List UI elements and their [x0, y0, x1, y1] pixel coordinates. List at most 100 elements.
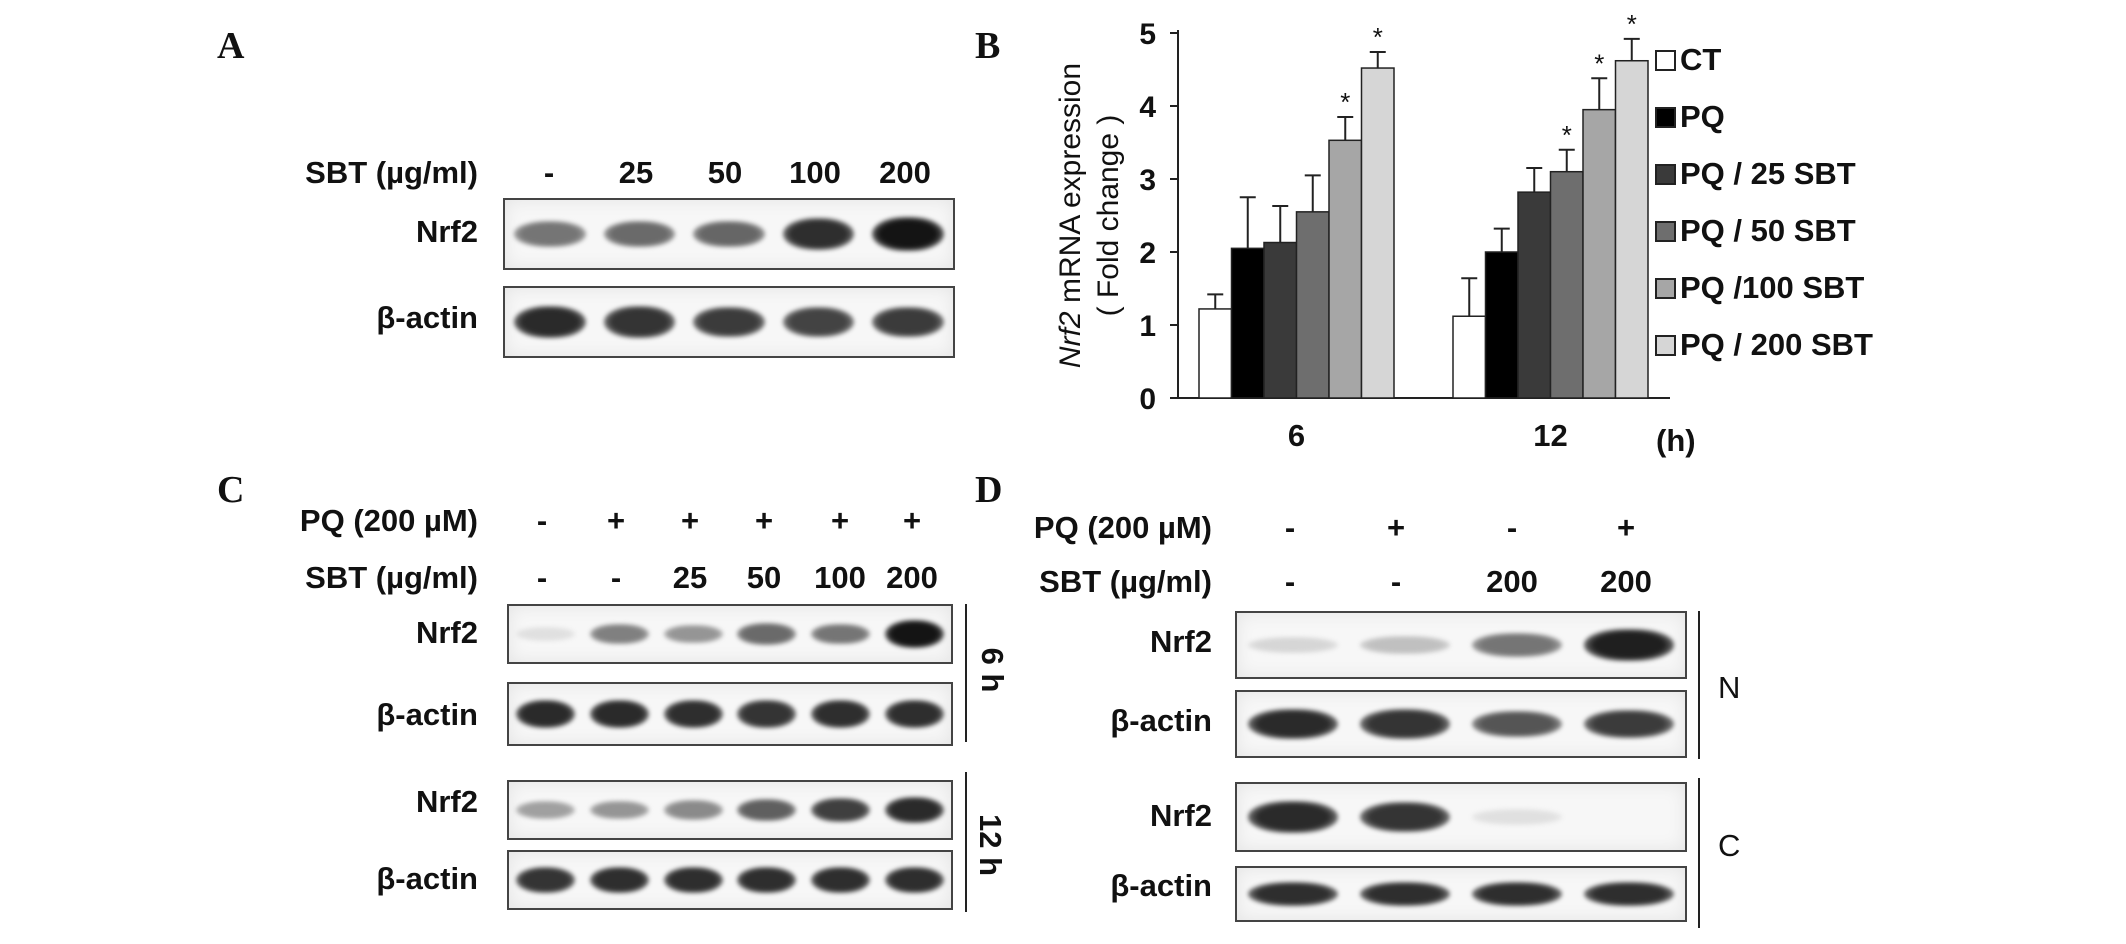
legend-label-1: PQ	[1680, 99, 1725, 134]
panel-d-sbt-label: SBT (µg/ml)	[1039, 564, 1212, 599]
bar-0-0	[1198, 308, 1233, 399]
blot-band	[1248, 637, 1338, 653]
significance-star: *	[1594, 48, 1604, 78]
panel-c-12h-nrf2-label: Nrf2	[415, 784, 478, 819]
significance-star: *	[1562, 120, 1572, 150]
panel-d-n-actin-blot	[1235, 690, 1687, 758]
panel-c-pq-value-5: +	[902, 503, 922, 538]
panel-a-label: A	[217, 25, 245, 67]
panel-c-12h-bracket	[955, 772, 967, 912]
legend-label-2: PQ / 25 SBT	[1680, 156, 1856, 191]
panel-a-actin-blot	[503, 286, 955, 358]
blot-band	[590, 800, 649, 820]
bar-3-1	[1549, 170, 1584, 399]
blot-band	[1248, 801, 1338, 833]
panel-c-6h-nrf2-label: Nrf2	[415, 615, 478, 650]
blot-band	[884, 796, 944, 824]
blot-band	[513, 305, 586, 339]
y-tick-label: 0	[1139, 383, 1156, 416]
blot-band	[590, 699, 649, 729]
blot-band	[1360, 709, 1450, 739]
panel-c-sbt-value-2: 25	[672, 560, 708, 595]
blot-band	[1360, 881, 1450, 907]
blot-band	[737, 623, 797, 645]
significance-star: *	[1627, 9, 1637, 39]
panel-c-12h-nrf2-blot	[507, 780, 953, 840]
y-tick-label: 1	[1139, 310, 1156, 343]
panel-a-actin-label: β-actin	[376, 300, 478, 335]
bar-2-0	[1263, 241, 1298, 399]
panel-d-label: D	[975, 469, 1003, 511]
blot-band	[513, 221, 586, 247]
panel-c-pq-value-1: +	[606, 503, 626, 538]
panel-d-c-actin-label: β-actin	[1110, 868, 1212, 903]
y-axis-title: Nrf2 mRNA expression	[1054, 63, 1087, 368]
panel-a-sbt-value-0: -	[543, 155, 555, 190]
panel-c-6h-actin-blot	[507, 682, 953, 746]
panel-c-6h-nrf2-blot	[507, 604, 953, 664]
legend-swatch-5	[1655, 335, 1676, 356]
panel-a-sbt-value-1: 25	[618, 155, 654, 190]
legend-label-4: PQ /100 SBT	[1680, 270, 1865, 305]
bar-1-1	[1484, 251, 1519, 399]
bar-1-0	[1230, 247, 1265, 399]
blot-band	[516, 699, 576, 729]
blot-band	[590, 623, 649, 645]
bar-0-1	[1452, 315, 1487, 399]
blot-band	[884, 700, 944, 728]
panel-d-n-nrf2-blot	[1235, 611, 1687, 679]
panel-c-sbt-value-3: 50	[746, 560, 782, 595]
panel-c-label: C	[217, 469, 245, 511]
blot-band	[1584, 629, 1674, 661]
panel-c-12h-label: 12 h	[973, 813, 1008, 877]
blot-band	[590, 866, 649, 894]
blot-band	[516, 867, 576, 893]
blot-band	[872, 217, 945, 251]
blot-band	[1248, 881, 1338, 907]
panel-a-sbt-value-3: 100	[789, 155, 841, 190]
y-tick-label: 3	[1139, 164, 1156, 197]
blot-band	[1360, 636, 1450, 654]
y-tick-label: 2	[1139, 237, 1156, 270]
y-tick-label: 4	[1139, 91, 1156, 124]
blot-band	[811, 700, 870, 728]
significance-star: *	[1373, 22, 1383, 52]
blot-band	[884, 866, 944, 894]
panel-c-pq-value-2: +	[680, 503, 700, 538]
panel-a-nrf2-blot	[503, 198, 955, 270]
panel-d-c-bracket	[1688, 778, 1700, 928]
significance-star: *	[1340, 87, 1350, 117]
panel-c-sbt-value-4: 100	[814, 560, 866, 595]
blot-band	[663, 624, 723, 644]
blot-band	[1472, 809, 1562, 825]
panel-c-sbt-value-1: -	[610, 560, 622, 595]
legend-swatch-3	[1655, 221, 1676, 242]
panel-c-6h-label: 6 h	[975, 647, 1010, 693]
panel-d-c-actin-blot	[1235, 866, 1687, 922]
blot-band	[782, 307, 855, 337]
blot-band	[1360, 801, 1450, 833]
bar-5-0	[1360, 67, 1395, 399]
blot-band	[516, 627, 576, 641]
bar-2-1	[1517, 191, 1552, 399]
panel-c-12h-actin-blot	[507, 850, 953, 910]
y-axis-title-rest: mRNA expression	[1054, 63, 1087, 311]
panel-d-n-nrf2-label: Nrf2	[1149, 624, 1212, 659]
panel-c-6h-actin-label: β-actin	[376, 697, 478, 732]
y-axis-title-line2: ( Fold change )	[1092, 115, 1125, 317]
legend-swatch-0	[1655, 50, 1676, 71]
panel-c-pq-value-0: -	[536, 503, 548, 538]
panel-d-pq-label: PQ (200 µM)	[1033, 510, 1212, 545]
panel-c-pq-value-3: +	[754, 503, 774, 538]
legend-label-0: CT	[1680, 42, 1722, 77]
blot-band	[1472, 710, 1562, 738]
bar-5-1	[1614, 59, 1649, 399]
panel-d-pq-value-3: +	[1616, 510, 1636, 545]
panel-c-pq-value-4: +	[830, 503, 850, 538]
panel-a-nrf2-label: Nrf2	[415, 214, 478, 249]
blot-band	[693, 220, 765, 248]
x-tick-label: 12	[1533, 418, 1567, 453]
panel-d-cytoplasm-label: C	[1718, 828, 1741, 863]
panel-a-sbt-value-4: 200	[879, 155, 931, 190]
